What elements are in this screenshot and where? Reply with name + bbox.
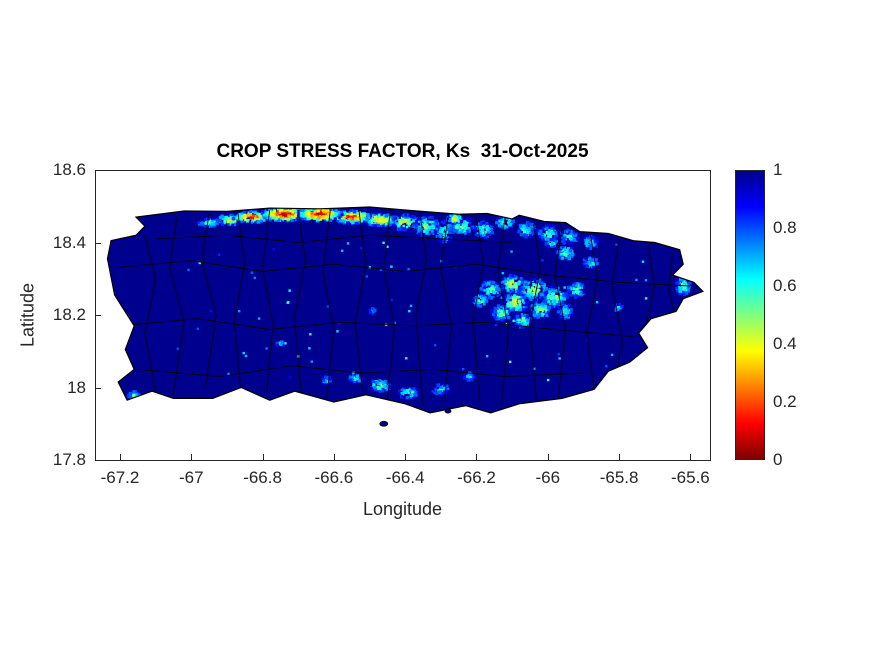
colorbar-gradient [735, 170, 765, 460]
chart-title: CROP STRESS FACTOR, Ks 31-Oct-2025 [216, 141, 589, 162]
x-axis-label: Longitude [362, 499, 443, 519]
y-axis-label: Latitude [17, 282, 38, 348]
